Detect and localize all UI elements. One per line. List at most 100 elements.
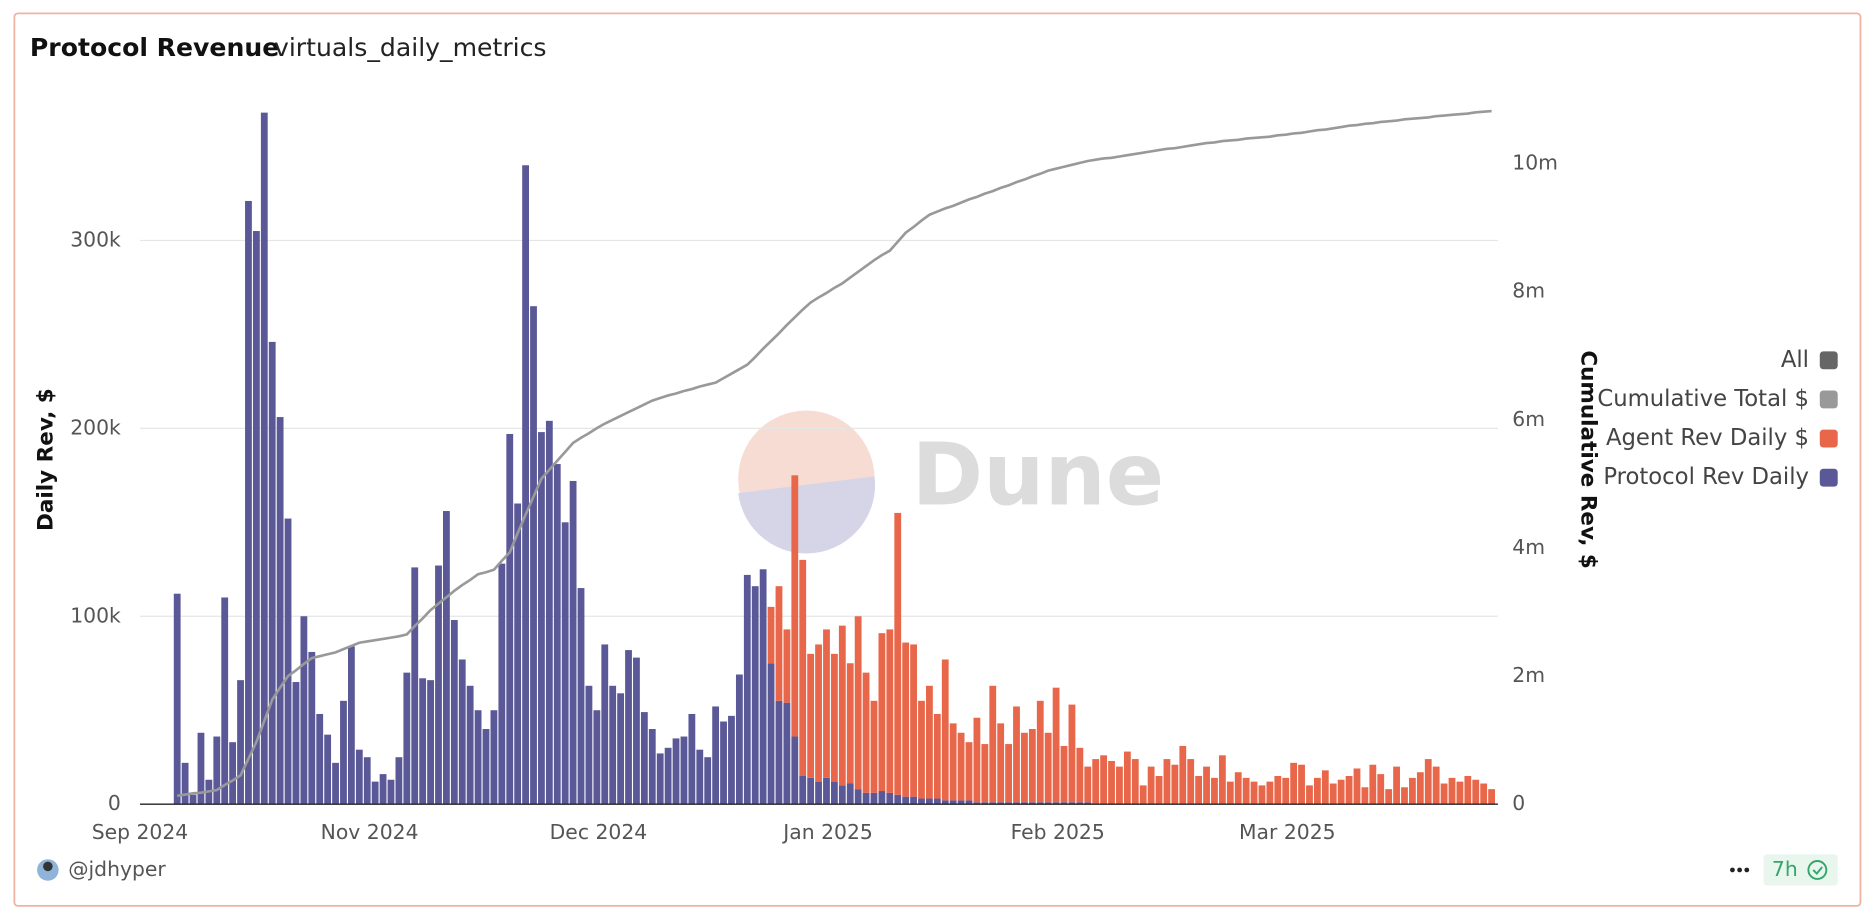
bar-segment [1393, 766, 1400, 805]
bar-segment [799, 775, 807, 805]
x-tick-label: Dec 2024 [550, 820, 648, 844]
bar-segment [1005, 802, 1012, 805]
bar-segment [1203, 766, 1210, 805]
bar-segment [1068, 704, 1076, 803]
bar-segment [878, 633, 886, 792]
bar-segment [941, 659, 949, 801]
widget-subtitle: virtuals_daily_metrics [274, 33, 547, 62]
bar-segment [965, 742, 973, 801]
bar-segment [1044, 732, 1052, 803]
bar-segment [688, 713, 696, 805]
bar-segment [759, 569, 767, 805]
bar-segment [1052, 687, 1060, 803]
bar-segment [189, 794, 197, 805]
bar-segment [577, 588, 585, 805]
bar-segment [823, 629, 830, 778]
bar-segment [823, 777, 830, 805]
y2-tick-label: 8m [1512, 279, 1545, 303]
bar-segment [933, 713, 941, 799]
bar-segment [387, 779, 395, 805]
bar-segment [300, 616, 308, 805]
bar-segment [260, 112, 268, 805]
bar-segment [419, 678, 427, 805]
bar-segment [276, 417, 284, 805]
bar-segment [728, 715, 735, 805]
bar-segment [1361, 787, 1369, 805]
bar-segment [308, 651, 316, 805]
bar-segment [830, 781, 838, 805]
bar-segment [1226, 781, 1234, 805]
bar-segment [878, 791, 886, 805]
bar-segment [633, 657, 640, 805]
legend-label: Agent Rev Daily $ [1606, 425, 1809, 451]
legend-label: Cumulative Total $ [1597, 386, 1809, 412]
bar-segment [585, 685, 593, 805]
bar-segment [933, 798, 941, 805]
bar-segment [680, 736, 688, 805]
bar-segment [1028, 729, 1036, 803]
bar-segment [1028, 802, 1036, 805]
bar-segment [1013, 706, 1020, 803]
x-tick-label: Feb 2025 [1011, 820, 1105, 844]
bar-segment [522, 165, 529, 805]
watermark-text: Dune [912, 426, 1165, 526]
bar-segment [466, 685, 474, 805]
bar-segment [815, 644, 822, 782]
bar-segment [458, 659, 466, 805]
bar-segment [443, 511, 450, 805]
bar-segment [1306, 785, 1313, 805]
bar-segment [1084, 802, 1092, 805]
watermark: Dune [738, 410, 1165, 554]
bar-segment [989, 802, 997, 805]
bar-segment [870, 700, 878, 793]
bar-segment [1211, 777, 1218, 805]
bar-segment [1155, 775, 1163, 805]
legend-swatch [1819, 390, 1838, 409]
bar-segment [1139, 785, 1147, 805]
bar-segment [767, 663, 775, 805]
bar-segment [807, 777, 815, 805]
bar-segment [213, 736, 221, 805]
freshness-icon [1807, 860, 1828, 880]
more-menu[interactable] [1730, 867, 1750, 873]
bar-segment [1313, 777, 1321, 805]
bar-segment [918, 798, 925, 805]
bar-segment [411, 567, 419, 805]
bar-segment [1432, 766, 1440, 805]
legend-swatch [1819, 351, 1838, 370]
author-avatar-face [43, 861, 53, 872]
bar-segment [1092, 759, 1100, 805]
bar-segment [1068, 802, 1076, 805]
bar-segment [1084, 766, 1092, 803]
bar-segment [181, 762, 189, 805]
bar-segment [245, 200, 252, 805]
author-name[interactable]: @jdhyper [68, 857, 166, 881]
bar-segment [1274, 775, 1282, 805]
bar-segment [949, 723, 957, 801]
y-tick-label: 200k [70, 415, 121, 439]
y-tick-label: 0 [108, 791, 121, 815]
bar-segment [894, 794, 902, 805]
bar-segment [1021, 732, 1028, 803]
bar-segment [846, 663, 854, 784]
watermark-logo-part [738, 476, 876, 554]
widget-frame [13, 12, 1862, 907]
bar-segment [292, 682, 300, 805]
bar-segment [973, 717, 981, 803]
bar-segment [1116, 766, 1123, 805]
bar-segment [1401, 787, 1408, 805]
bar-segment [902, 642, 910, 797]
bar-segment [1242, 777, 1250, 805]
bar-segment [838, 785, 846, 805]
menu-dot [1744, 867, 1750, 873]
y2-tick-label: 0 [1512, 791, 1525, 815]
bar-segment [1488, 789, 1495, 805]
bar-segment [1036, 802, 1044, 805]
bar-segment [355, 749, 363, 805]
freshness-badge [1763, 854, 1838, 886]
bar-segment [1171, 764, 1179, 805]
bar-segment [712, 706, 720, 805]
cumulative-line [176, 109, 1492, 798]
bar-segment [902, 796, 910, 805]
